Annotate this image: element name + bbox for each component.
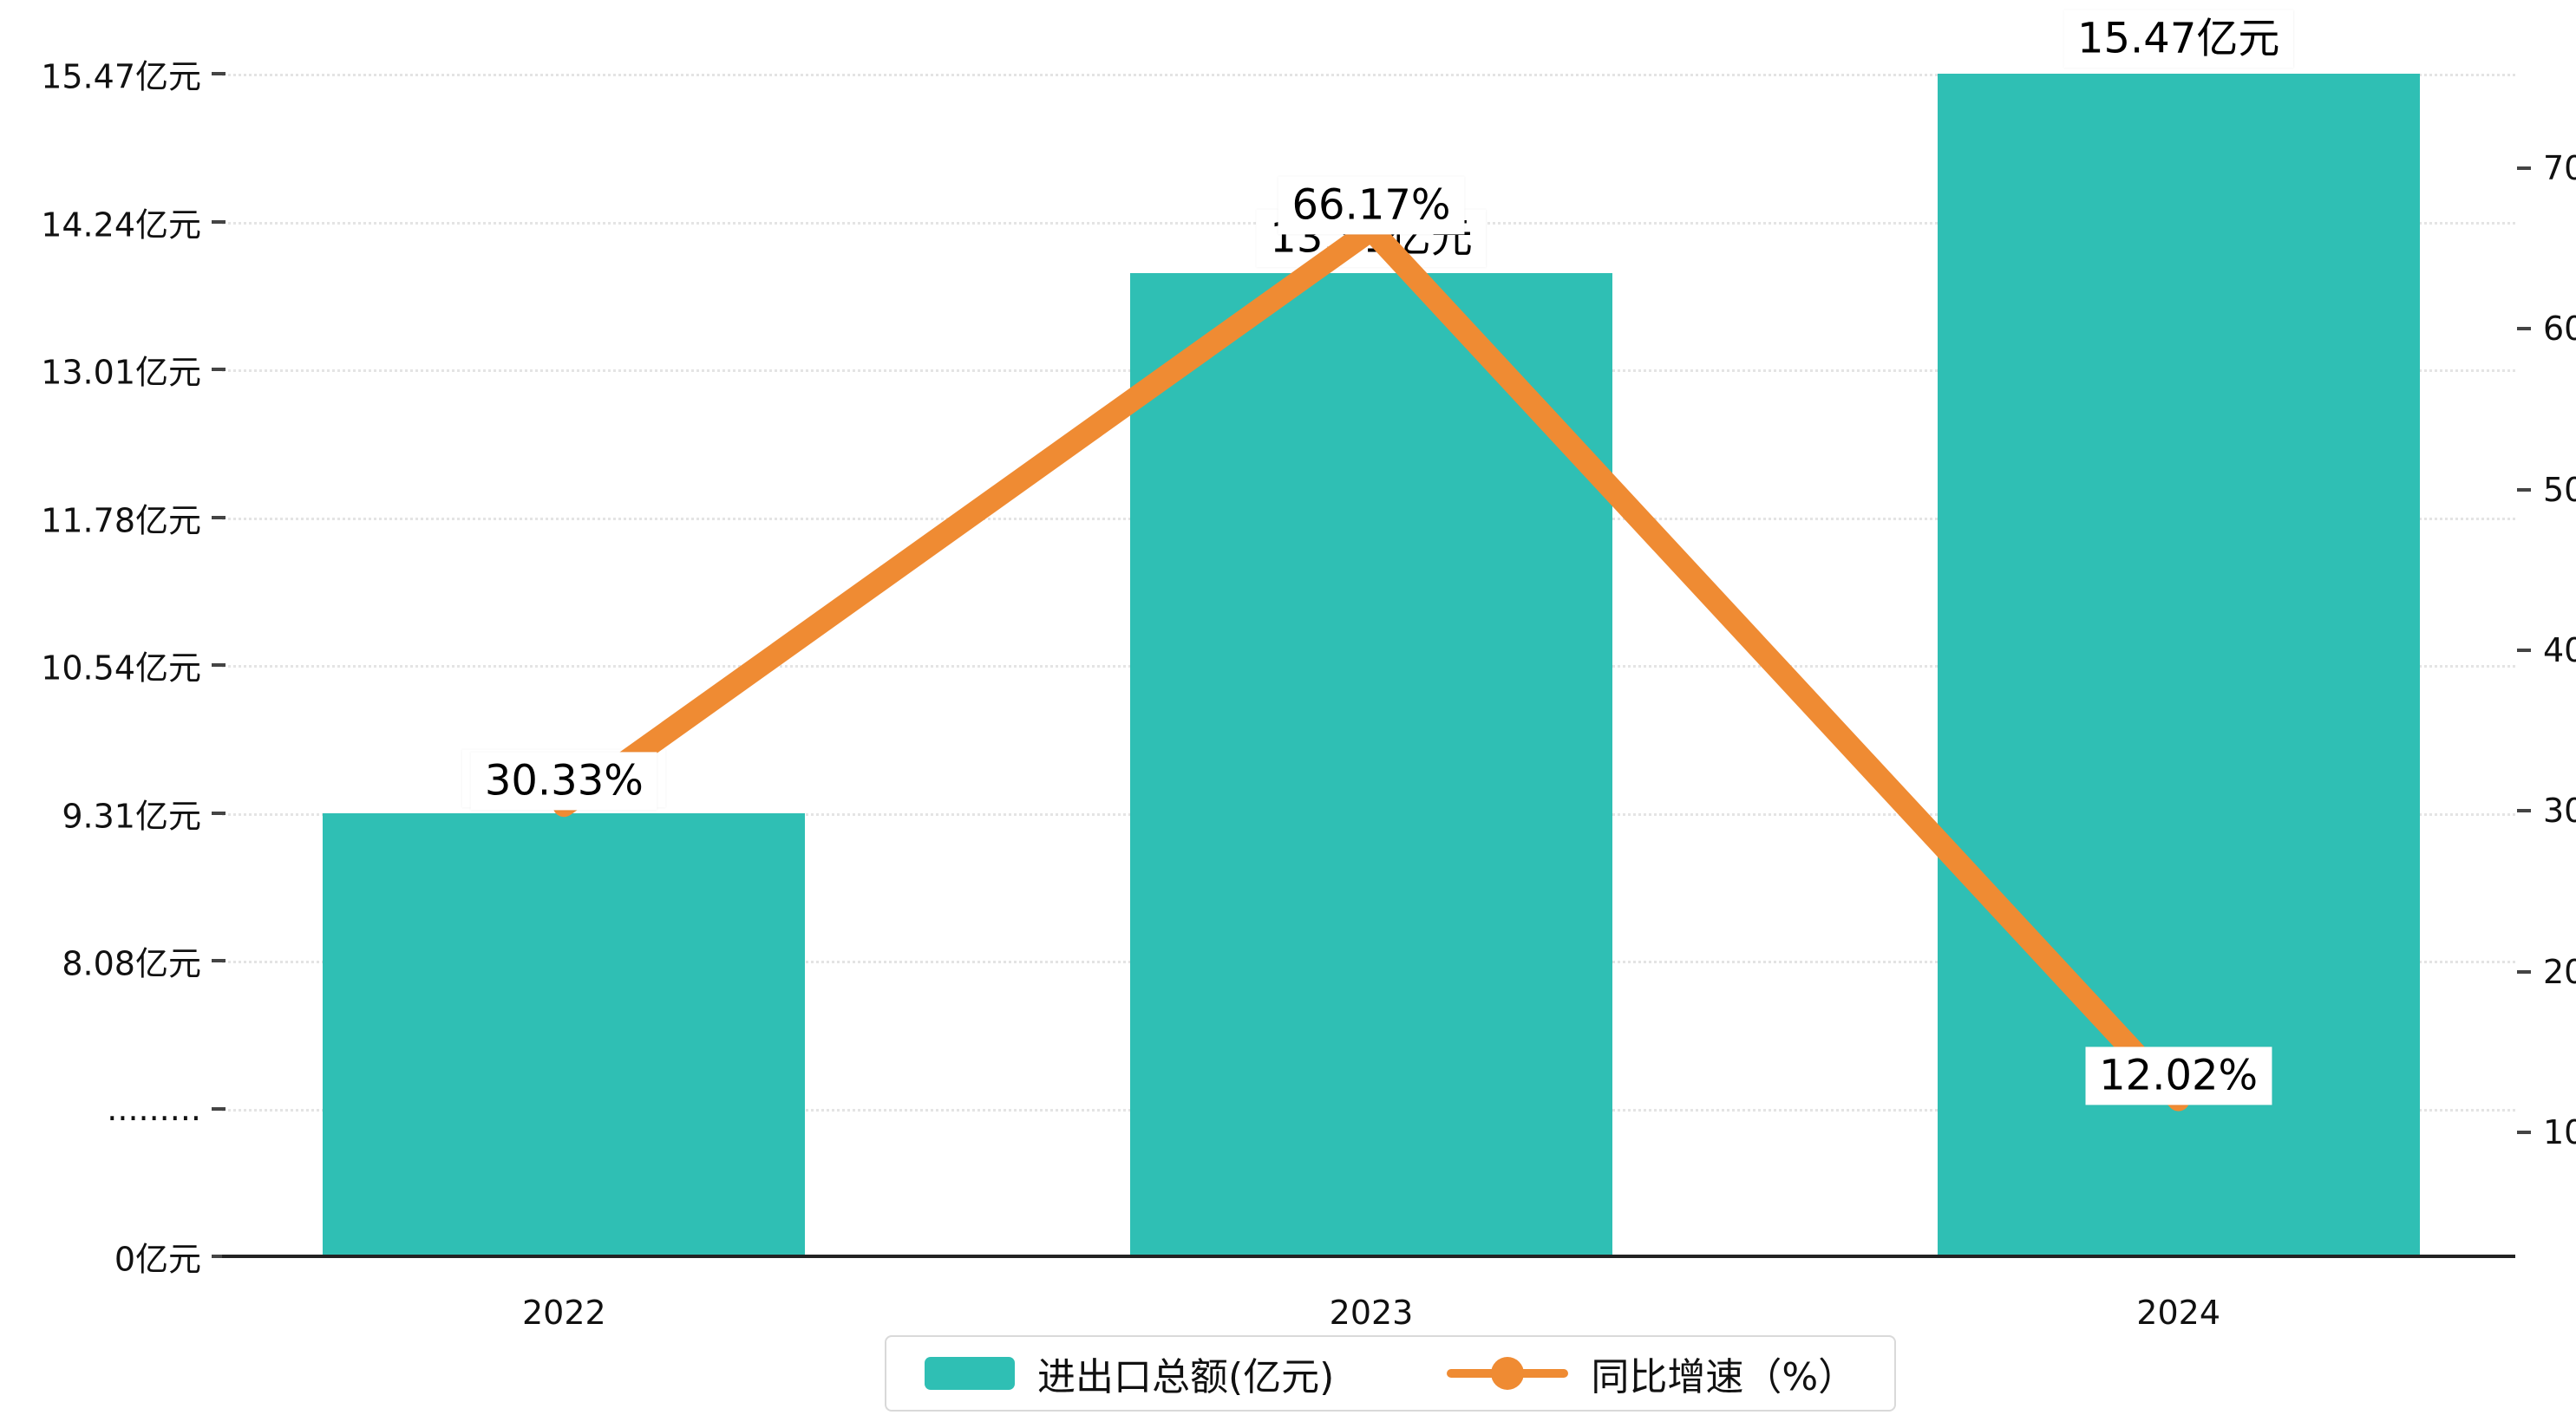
y-axis-tick-mark: [212, 72, 226, 75]
y-axis-tick-mark: [212, 1106, 226, 1111]
y-axis-tick-mark: [212, 959, 226, 962]
y-axis-tick-label: 10.54亿元: [41, 649, 201, 688]
y-axis-tick-mark: [212, 219, 226, 224]
growth-value-label: 30.33%: [470, 752, 657, 811]
right-axis-tick-label: 60: [2543, 310, 2576, 349]
y-axis-tick-label: 11.78亿元: [41, 501, 201, 539]
right-axis-tick-label: 70: [2543, 149, 2576, 187]
right-axis-tick-mark: [2517, 327, 2531, 331]
legend-label: 同比增速（%）: [1591, 1355, 1857, 1399]
y-axis-tick-label: 9.31亿元: [62, 797, 201, 835]
y-axis-tick-label: 8.08亿元: [62, 944, 201, 983]
y-axis-tick-label: 0亿元: [114, 1240, 201, 1279]
x-axis-line: [222, 1255, 2515, 1258]
legend-bar-swatch-icon: [925, 1357, 1015, 1390]
x-axis-label: 2024: [2136, 1294, 2221, 1332]
bar-2022[interactable]: [323, 812, 806, 1256]
legend-item-bar-series[interactable]: 进出口总额(亿元): [925, 1346, 1334, 1401]
right-axis-tick-mark: [2517, 809, 2531, 813]
legend-line-marker-icon: [1447, 1356, 1569, 1391]
y-axis-tick-label: .........: [107, 1089, 201, 1128]
right-axis-tick-label: 50: [2543, 470, 2576, 509]
bar-value-label: 15.47亿元: [2063, 10, 2294, 68]
right-axis-tick-label: 40: [2543, 631, 2576, 669]
y-axis-tick-mark: [212, 811, 226, 815]
legend: 进出口总额(亿元) 同比增速（%）: [885, 1335, 1897, 1412]
legend-item-line-series[interactable]: 同比增速（%）: [1447, 1346, 1856, 1401]
y-axis-tick-label: 15.47亿元: [41, 57, 201, 96]
right-axis-tick-label: 30: [2543, 792, 2576, 831]
y-axis-tick-mark: [212, 368, 226, 371]
right-axis-tick-label: 10: [2543, 1113, 2576, 1151]
right-axis-tick-mark: [2517, 487, 2531, 492]
x-axis-label: 2022: [521, 1294, 606, 1332]
right-axis-tick-mark: [2517, 969, 2531, 974]
y-axis-tick-label: 13.01亿元: [41, 353, 201, 392]
right-axis-tick-mark: [2517, 166, 2531, 170]
bar-2023[interactable]: [1130, 273, 1612, 1256]
legend-label: 进出口总额(亿元): [1037, 1355, 1335, 1399]
growth-value-label: 12.02%: [2085, 1046, 2272, 1105]
y-axis-tick-mark: [212, 515, 226, 519]
growth-value-label: 66.17%: [1278, 176, 1465, 235]
right-axis-tick-label: 20: [2543, 952, 2576, 991]
x-axis-label: 2023: [1329, 1294, 1414, 1332]
gridline: [222, 74, 2515, 76]
y-axis-tick-mark: [212, 1255, 226, 1258]
legend-line-dot-icon: [1491, 1357, 1525, 1390]
right-axis-tick-mark: [2517, 649, 2531, 652]
right-axis-tick-mark: [2517, 1131, 2531, 1134]
y-axis-tick-label: 14.24亿元: [41, 205, 201, 244]
y-axis-tick-mark: [212, 663, 226, 667]
